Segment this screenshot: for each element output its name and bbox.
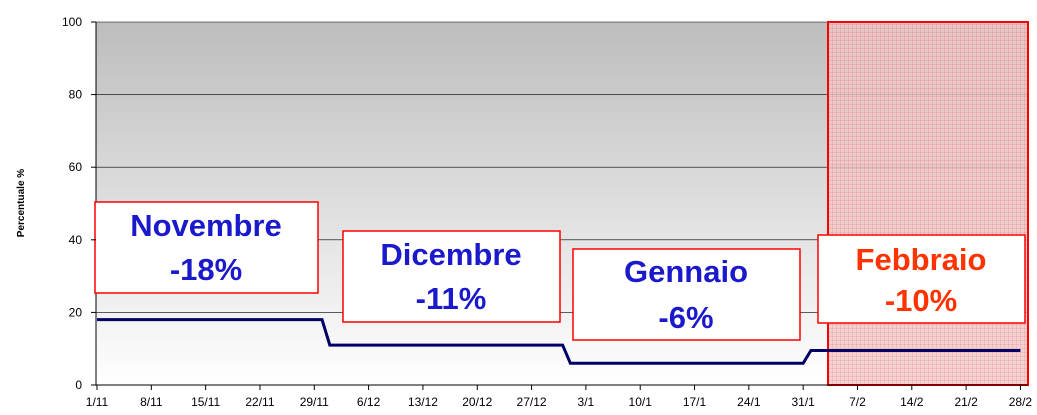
- y-tick-label: 100: [62, 15, 82, 29]
- annotation-text: -6%: [658, 300, 713, 335]
- x-tick-label: 7/2: [849, 395, 866, 409]
- annotation: Novembre -18%: [94, 201, 319, 294]
- series-line: [97, 318, 1021, 365]
- y-tick-label: 60: [69, 160, 83, 174]
- annotation-text: Dicembre: [380, 237, 521, 272]
- annotation-box: [94, 201, 319, 294]
- y-tick-label: 80: [69, 88, 83, 102]
- annotation: Febbraio -10%: [817, 234, 1026, 324]
- x-tick-label: 17/1: [683, 395, 707, 409]
- x-tick-label: 10/1: [629, 395, 653, 409]
- x-tick-label: 31/1: [791, 395, 815, 409]
- x-tick-label: 27/12: [517, 395, 547, 409]
- x-tick-label: 15/11: [191, 395, 220, 409]
- y-axis-label: Percentuale %: [16, 169, 27, 237]
- annotation-text: -11%: [416, 281, 487, 316]
- x-tick-label: 28/2: [1009, 395, 1033, 409]
- annotation: Dicembre -11%: [342, 230, 561, 323]
- y-tick-label: 0: [75, 378, 82, 392]
- annotation-box: [572, 248, 801, 341]
- x-tick-label: 1/11: [86, 395, 109, 409]
- x-tick-label: 29/11: [300, 395, 329, 409]
- x-tick-label: 13/12: [408, 395, 438, 409]
- x-tick-label: 22/11: [245, 395, 274, 409]
- annotation-text: -10%: [885, 283, 957, 318]
- annotation-box: [342, 230, 561, 323]
- annotation-box: [817, 234, 1026, 324]
- annotation-text: -18%: [170, 252, 242, 287]
- x-tick-label: 24/1: [737, 395, 761, 409]
- highlight-region: [827, 21, 1029, 386]
- x-tick-label: 8/11: [140, 395, 163, 409]
- x-tick-label: 21/2: [954, 395, 978, 409]
- x-tick-label: 6/12: [357, 395, 381, 409]
- x-tick-label: 14/2: [900, 395, 924, 409]
- annotation-text: Gennaio: [624, 254, 748, 289]
- y-tick-label: 20: [69, 305, 83, 319]
- annotation-text: Febbraio: [856, 242, 987, 277]
- annotation-text: Novembre: [130, 208, 282, 243]
- y-tick-label: 40: [69, 233, 83, 247]
- x-tick-label: 20/12: [462, 395, 492, 409]
- annotation: Gennaio -6%: [572, 248, 801, 341]
- x-tick-label: 3/1: [578, 395, 595, 409]
